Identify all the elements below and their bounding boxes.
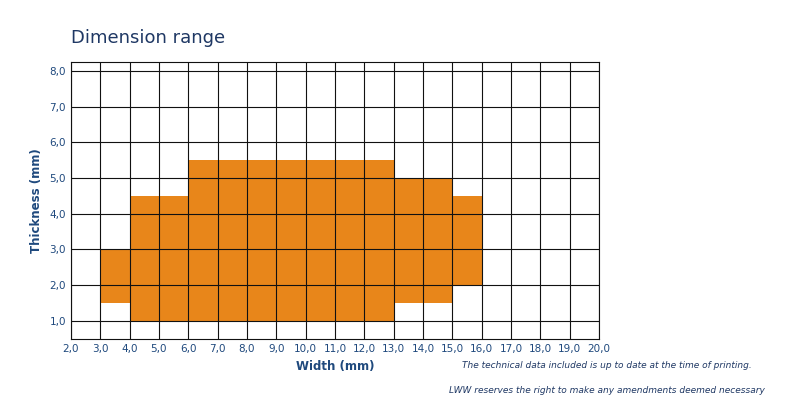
Bar (188, 160, 393, 321)
Bar (100, 249, 129, 303)
Bar (452, 196, 481, 285)
Text: The technical data included is up to date at the time of printing.: The technical data included is up to dat… (462, 361, 752, 370)
Bar (129, 196, 188, 321)
Y-axis label: Thickness (mm): Thickness (mm) (30, 148, 43, 253)
Bar (393, 178, 452, 303)
X-axis label: Width (mm): Width (mm) (296, 361, 374, 373)
Text: LWW reserves the right to make any amendments deemed necessary: LWW reserves the right to make any amend… (449, 386, 764, 395)
Text: Dimension range: Dimension range (71, 29, 225, 47)
